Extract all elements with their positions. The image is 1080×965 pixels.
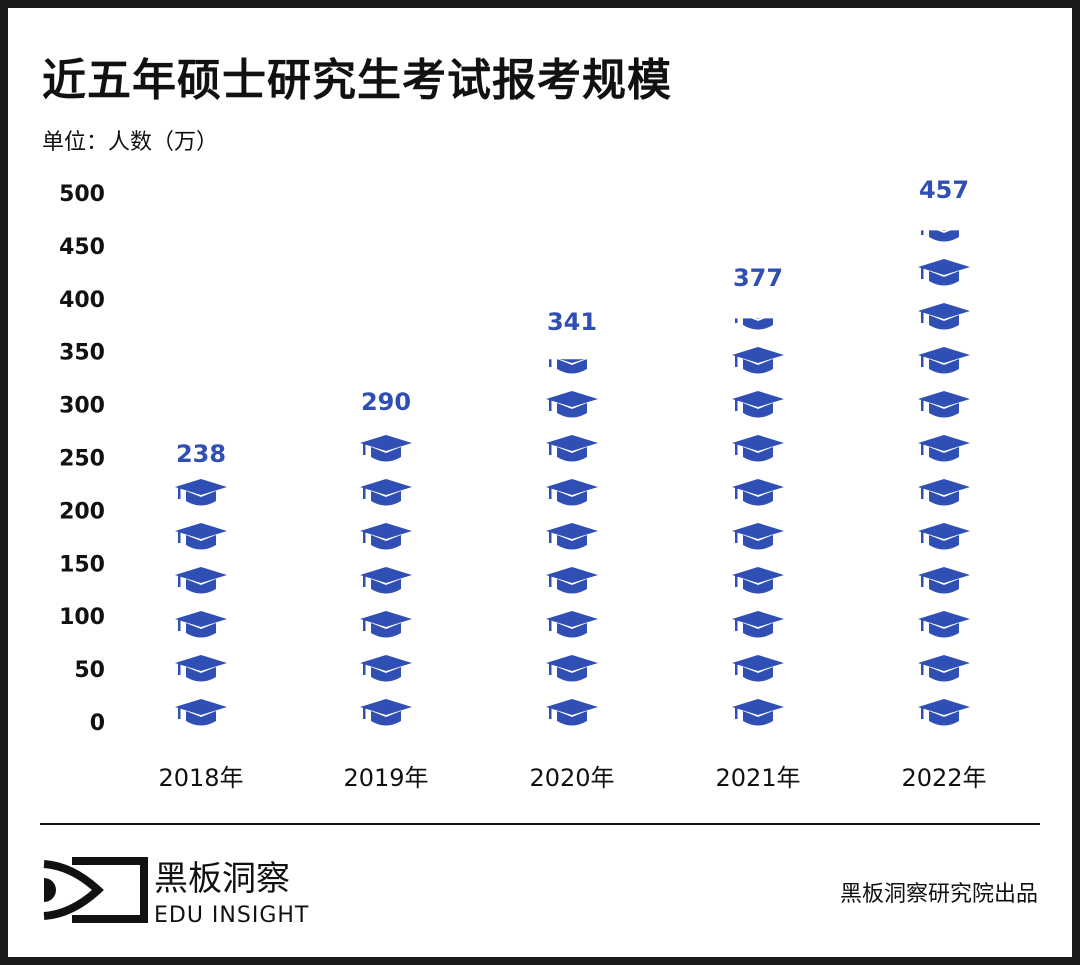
logo-en-text: EDU INSIGHT [154, 903, 309, 928]
y-tick-label: 450 [59, 235, 105, 260]
graduation-cap-icon [546, 435, 598, 462]
x-tick-label: 2019年 [343, 764, 428, 792]
graduation-cap-icon [546, 567, 598, 594]
graduation-cap-icon [732, 567, 784, 594]
graduation-cap-icon [732, 435, 784, 462]
graduation-cap-icon [918, 435, 970, 462]
x-tick-label: 2022年 [901, 764, 986, 792]
y-tick-label: 150 [59, 552, 105, 577]
graduation-cap-icon [360, 567, 412, 594]
graduation-cap-icon [918, 655, 970, 682]
bar-2019年 [360, 435, 412, 726]
graduation-cap-icon [546, 523, 598, 550]
graduation-cap-icon [732, 611, 784, 638]
graduation-cap-icon [175, 523, 227, 550]
y-tick-label: 250 [59, 447, 105, 472]
graduation-cap-icon [918, 303, 970, 330]
edu-insight-logo: 黑板洞察 EDU INSIGHT [42, 856, 309, 928]
graduation-cap-icon [175, 567, 227, 594]
graduation-cap-icon [360, 479, 412, 506]
x-tick-label: 2018年 [158, 764, 243, 792]
graduation-cap-icon [175, 699, 227, 726]
graduation-cap-icon [360, 611, 412, 638]
y-tick-label: 200 [59, 499, 105, 524]
graduation-cap-icon [546, 655, 598, 682]
graduation-cap-icon [918, 567, 970, 594]
graduation-cap-icon [546, 699, 598, 726]
graduation-cap-icon [175, 655, 227, 682]
data-label: 377 [733, 264, 783, 292]
graduation-cap-icon [360, 523, 412, 550]
graduation-cap-icon [918, 611, 970, 638]
graduation-cap-icon [732, 699, 784, 726]
graduation-cap-icon [175, 611, 227, 638]
graduation-cap-icon [546, 479, 598, 506]
graduation-cap-icon [549, 359, 587, 374]
data-label: 457 [919, 176, 969, 204]
bar-2020年 [546, 359, 598, 726]
graduation-cap-icon [918, 391, 970, 418]
y-tick-label: 400 [59, 288, 105, 313]
y-tick-label: 0 [90, 711, 105, 736]
credit-text: 黑板洞察研究院出品 [839, 882, 1038, 907]
divider [40, 823, 1040, 825]
bar-2018年 [175, 479, 227, 726]
graduation-cap-icon [918, 479, 970, 506]
graduation-cap-icon [732, 391, 784, 418]
graduation-cap-icon [546, 391, 598, 418]
data-label: 341 [547, 308, 597, 336]
y-tick-label: 500 [59, 182, 105, 207]
pictograph-chart: 0 50 100 150 200 250 300 350 400 450 500 238 2018年 29… [59, 176, 986, 792]
graduation-cap-icon [732, 479, 784, 506]
y-tick-label: 50 [74, 658, 105, 683]
graduation-cap-icon [175, 479, 227, 506]
graduation-cap-icon [360, 699, 412, 726]
graduation-cap-icon [546, 611, 598, 638]
x-tick-label: 2020年 [529, 764, 614, 792]
graduation-cap-icon [918, 523, 970, 550]
x-tick-label: 2021年 [715, 764, 800, 792]
y-tick-label: 100 [59, 605, 105, 630]
logo-cn-text: 黑板洞察 [154, 859, 290, 899]
graduation-cap-icon [735, 318, 773, 330]
graduation-cap-icon [360, 655, 412, 682]
unit-label: 单位：人数（万） [42, 130, 219, 155]
data-label: 290 [361, 388, 411, 416]
graduation-cap-icon [732, 347, 784, 374]
graduation-cap-icon [921, 230, 959, 242]
chart-card: 近五年硕士研究生考试报考规模 单位：人数（万） 0 50 100 150 200 250 3… [8, 8, 1072, 957]
chart-title: 近五年硕士研究生考试报考规模 [42, 55, 672, 106]
y-tick-label: 350 [59, 341, 105, 366]
data-label: 238 [176, 440, 226, 468]
graduation-cap-icon [918, 699, 970, 726]
graduation-cap-icon [918, 259, 970, 286]
graduation-cap-icon [732, 655, 784, 682]
graduation-cap-icon [918, 347, 970, 374]
y-tick-label: 300 [59, 394, 105, 419]
bar-2021年 [732, 318, 784, 726]
bar-2022年 [918, 230, 970, 726]
graduation-cap-icon [732, 523, 784, 550]
graduation-cap-icon [360, 435, 412, 462]
